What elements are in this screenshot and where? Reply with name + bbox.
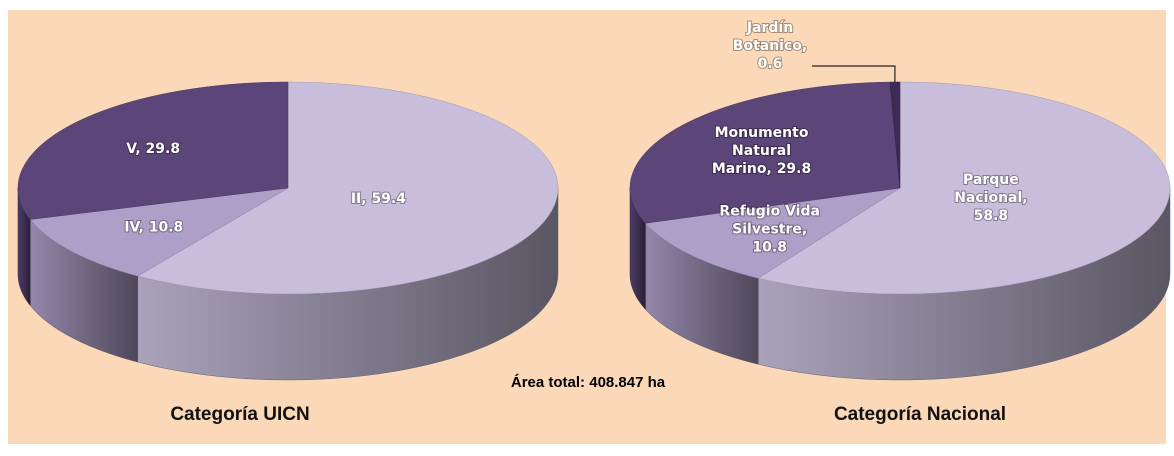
data-label: Monumento Natural Marino, 29.8 — [712, 125, 811, 177]
slice — [136, 81, 559, 295]
data-label: Jardín Botanico, 0.6 — [733, 20, 807, 72]
slice — [629, 81, 901, 224]
slice — [644, 187, 901, 279]
slice — [29, 187, 289, 277]
data-label: V, 29.8 — [126, 141, 180, 157]
slice — [17, 81, 289, 220]
slice — [757, 81, 1171, 295]
leader-line — [812, 65, 896, 83]
data-label: IV, 10.8 — [124, 219, 183, 235]
chart-title: Categoría Nacional — [834, 404, 1006, 425]
data-label: II, 59.4 — [351, 191, 406, 207]
annotation: Área total: 408.847 ha — [511, 374, 666, 391]
data-label: Parque Nacional, 58.8 — [954, 172, 1027, 224]
data-label: Refugio Vida Silvestre, 10.8 — [719, 203, 820, 255]
chart-title: Categoría UICN — [170, 404, 309, 425]
